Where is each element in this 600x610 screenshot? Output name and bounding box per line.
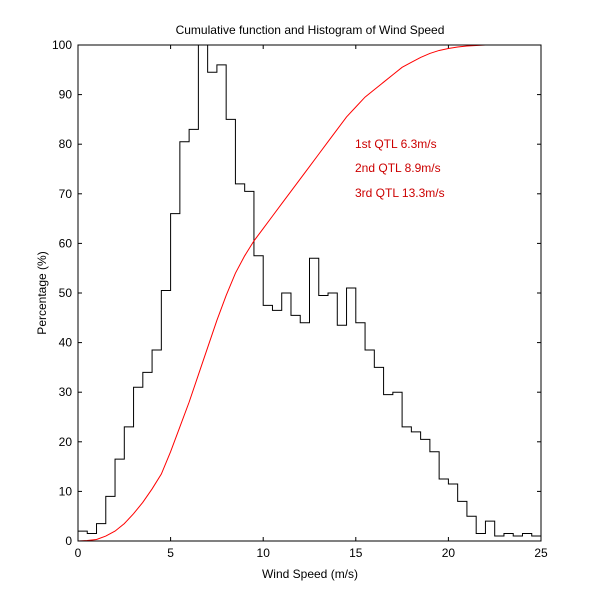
- x-tick-label: 0: [75, 546, 82, 560]
- x-tick-label: 10: [257, 546, 271, 560]
- y-axis-ticks: 0 10 20 30 40 50 60 70 80 90 100: [52, 38, 541, 548]
- x-tick-label: 5: [167, 546, 174, 560]
- x-axis-ticks: 0 5 10 15 20 25: [75, 45, 548, 560]
- annotation-q1: 1st QTL 6.3m/s: [355, 137, 437, 151]
- y-tick-label: 50: [59, 286, 73, 300]
- y-tick-label: 80: [59, 137, 73, 151]
- y-tick-label: 0: [65, 534, 72, 548]
- annotation-q3: 3rd QTL 13.3m/s: [355, 186, 445, 200]
- y-tick-label: 30: [59, 385, 73, 399]
- y-tick-label: 10: [59, 484, 73, 498]
- y-tick-label: 70: [59, 187, 73, 201]
- cumulative-series: [77, 44, 541, 542]
- y-tick-label: 100: [52, 38, 72, 52]
- y-tick-label: 40: [59, 336, 73, 350]
- y-tick-label: 60: [59, 236, 73, 250]
- histogram-series: [77, 44, 541, 541]
- plot-frame: [77, 44, 542, 542]
- x-tick-label: 25: [534, 546, 548, 560]
- y-axis-label: Percentage (%): [35, 251, 49, 334]
- x-axis-label: Wind Speed (m/s): [262, 567, 358, 581]
- x-tick-label: 15: [349, 546, 363, 560]
- x-tick-label: 20: [442, 546, 456, 560]
- y-tick-label: 20: [59, 435, 73, 449]
- annotation-q2: 2nd QTL 8.9m/s: [355, 161, 441, 175]
- y-tick-label: 90: [59, 88, 73, 102]
- chart-title: Cumulative function and Histogram of Win…: [176, 23, 445, 37]
